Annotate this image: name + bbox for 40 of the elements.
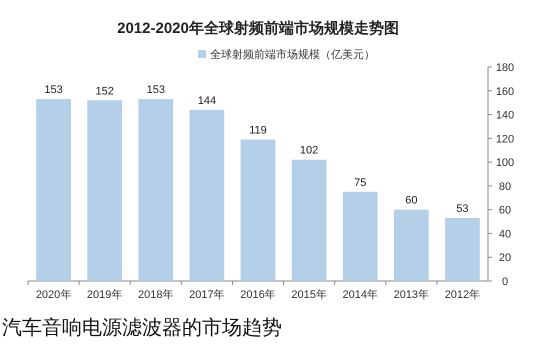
chart-title: 2012-2020年全球射频前端市场规模走势图 (117, 19, 399, 37)
bar (292, 160, 326, 281)
bar (342, 192, 378, 281)
data-label: 102 (300, 144, 318, 157)
y-tick-label: 0 (502, 276, 508, 288)
x-tick-label: 2013年 (394, 289, 430, 301)
data-label: 152 (95, 85, 114, 98)
x-tick-label: 2019年 (86, 289, 122, 301)
y-tick-label: 20 (498, 252, 512, 264)
bar (240, 140, 276, 281)
legend-label: 全球射频前端市场规模（亿美元） (210, 48, 375, 61)
bar (36, 99, 71, 281)
data-label: 60 (405, 194, 418, 207)
x-tick-label: 2020年 (36, 289, 72, 301)
y-tick-label: 80 (498, 180, 512, 193)
y-tick-label: 40 (498, 228, 512, 240)
data-label: 153 (146, 84, 165, 96)
x-tick-label: 2014年 (342, 289, 378, 301)
y-tick-label: 100 (496, 157, 514, 170)
x-tick-label: 2017年 (189, 289, 225, 301)
bar (138, 99, 174, 281)
bar (445, 218, 480, 281)
data-label: 119 (249, 124, 267, 137)
bar (394, 210, 429, 281)
bar (87, 100, 122, 281)
data-label: 53 (456, 202, 469, 215)
x-tick-label: 2012年 (444, 289, 480, 301)
y-tick-label: 140 (496, 110, 514, 122)
y-tick-label: 160 (496, 86, 514, 98)
x-tick-label: 2018年 (138, 289, 174, 301)
x-tick-label: 2016年 (240, 289, 276, 301)
x-tick-label: 2015年 (291, 289, 327, 301)
y-tick-label: 120 (496, 133, 514, 146)
bar (190, 110, 224, 281)
data-label: 153 (44, 84, 63, 96)
data-label: 144 (198, 94, 216, 107)
data-label: 75 (354, 176, 366, 189)
y-tick-label: 180 (496, 62, 514, 74)
text: 汽车音响电源滤波器的市场趋势 (2, 317, 282, 339)
y-tick-label: 60 (498, 204, 512, 217)
